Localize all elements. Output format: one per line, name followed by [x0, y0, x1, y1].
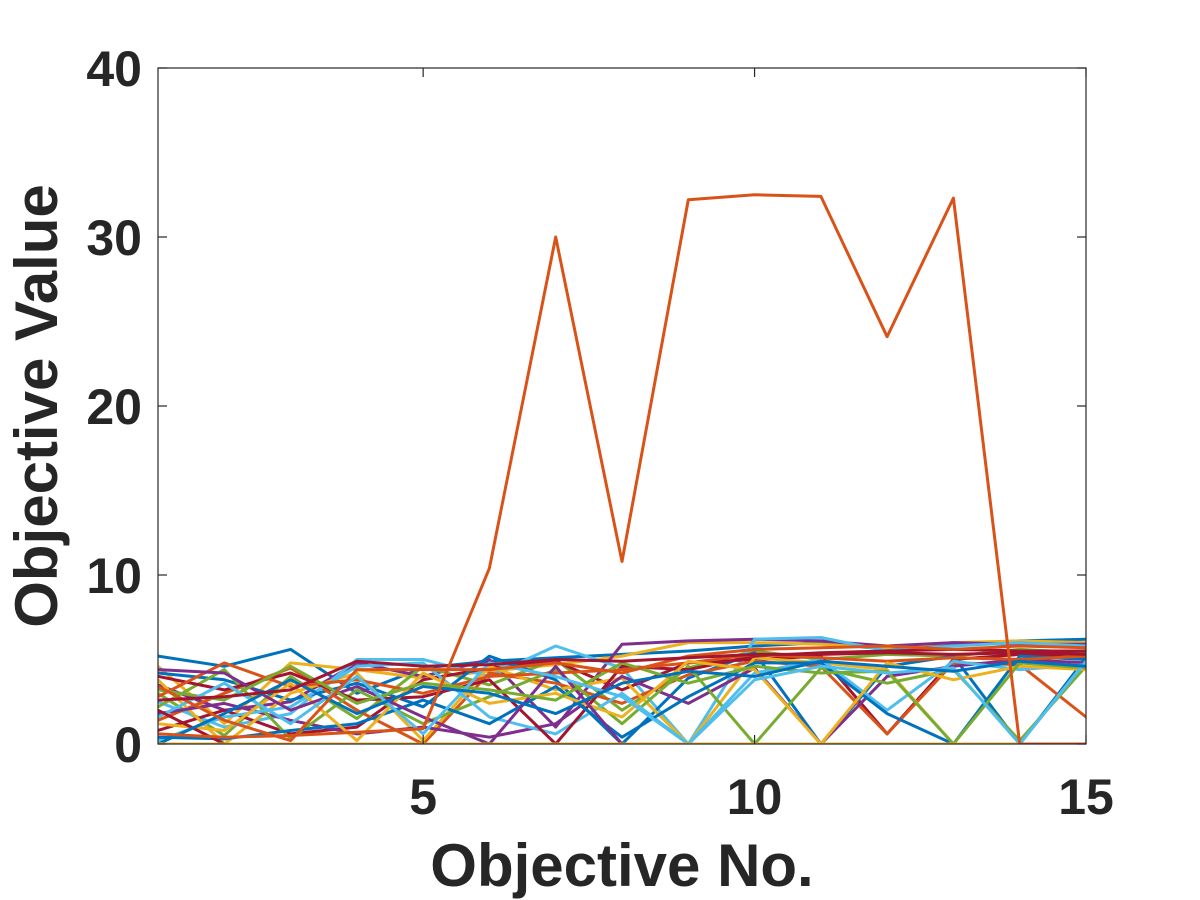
axes-layer: 5 10 15 0 10 20 30 40	[86, 41, 1113, 825]
x-tick-label: 10	[727, 769, 783, 825]
y-axis-title: Objective Value	[3, 184, 70, 628]
x-tick-label: 5	[409, 769, 437, 825]
series-line-1	[158, 193, 1086, 744]
series-line-19	[158, 661, 1086, 744]
x-axis-title: Objective No.	[430, 832, 813, 899]
series-line-13	[158, 658, 1086, 744]
series-line-22	[158, 659, 1086, 744]
series-line-14	[158, 647, 1086, 744]
y-tick-label: 0	[114, 717, 142, 773]
series-layer	[158, 193, 1086, 744]
series-line-7	[158, 652, 1086, 736]
y-tick-label: 30	[86, 210, 142, 266]
series-line-18	[158, 664, 1086, 744]
series-line-15	[158, 654, 1086, 744]
series-line-25	[158, 651, 1086, 702]
y-tick-label: 40	[86, 41, 142, 97]
y-tick-label: 20	[86, 379, 142, 435]
series-line-23	[158, 644, 1086, 743]
y-tick-label: 10	[86, 548, 142, 604]
x-tick-label: 15	[1058, 769, 1114, 825]
series-line-16	[158, 652, 1086, 699]
